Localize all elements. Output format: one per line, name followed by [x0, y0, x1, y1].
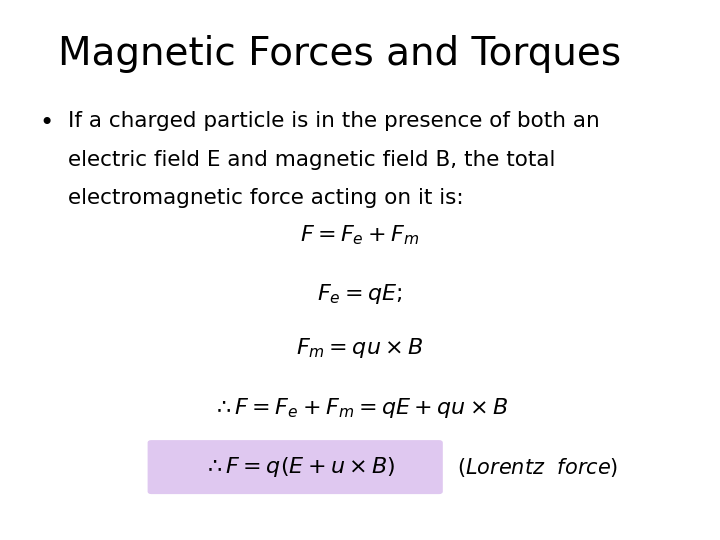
- Text: $(Lorentz\ \ force)$: $(Lorentz\ \ force)$: [457, 456, 618, 478]
- Text: electric field E and magnetic field B, the total: electric field E and magnetic field B, t…: [68, 150, 556, 170]
- Text: $F_m = qu \times B$: $F_m = qu \times B$: [297, 336, 423, 360]
- Text: $F = F_e + F_m$: $F = F_e + F_m$: [300, 223, 420, 247]
- Text: electromagnetic force acting on it is:: electromagnetic force acting on it is:: [68, 188, 464, 208]
- Text: $\therefore F = q(E + u \times B)$: $\therefore F = q(E + u \times B)$: [202, 455, 395, 479]
- FancyBboxPatch shape: [148, 440, 443, 494]
- Text: $\therefore F = F_e + F_m = qE + qu \times B$: $\therefore F = F_e + F_m = qE + qu \tim…: [212, 396, 508, 420]
- Text: Magnetic Forces and Torques: Magnetic Forces and Torques: [58, 35, 621, 73]
- Text: $F_e = qE;$: $F_e = qE;$: [318, 282, 402, 306]
- Text: If a charged particle is in the presence of both an: If a charged particle is in the presence…: [68, 111, 600, 131]
- Text: •: •: [40, 111, 54, 134]
